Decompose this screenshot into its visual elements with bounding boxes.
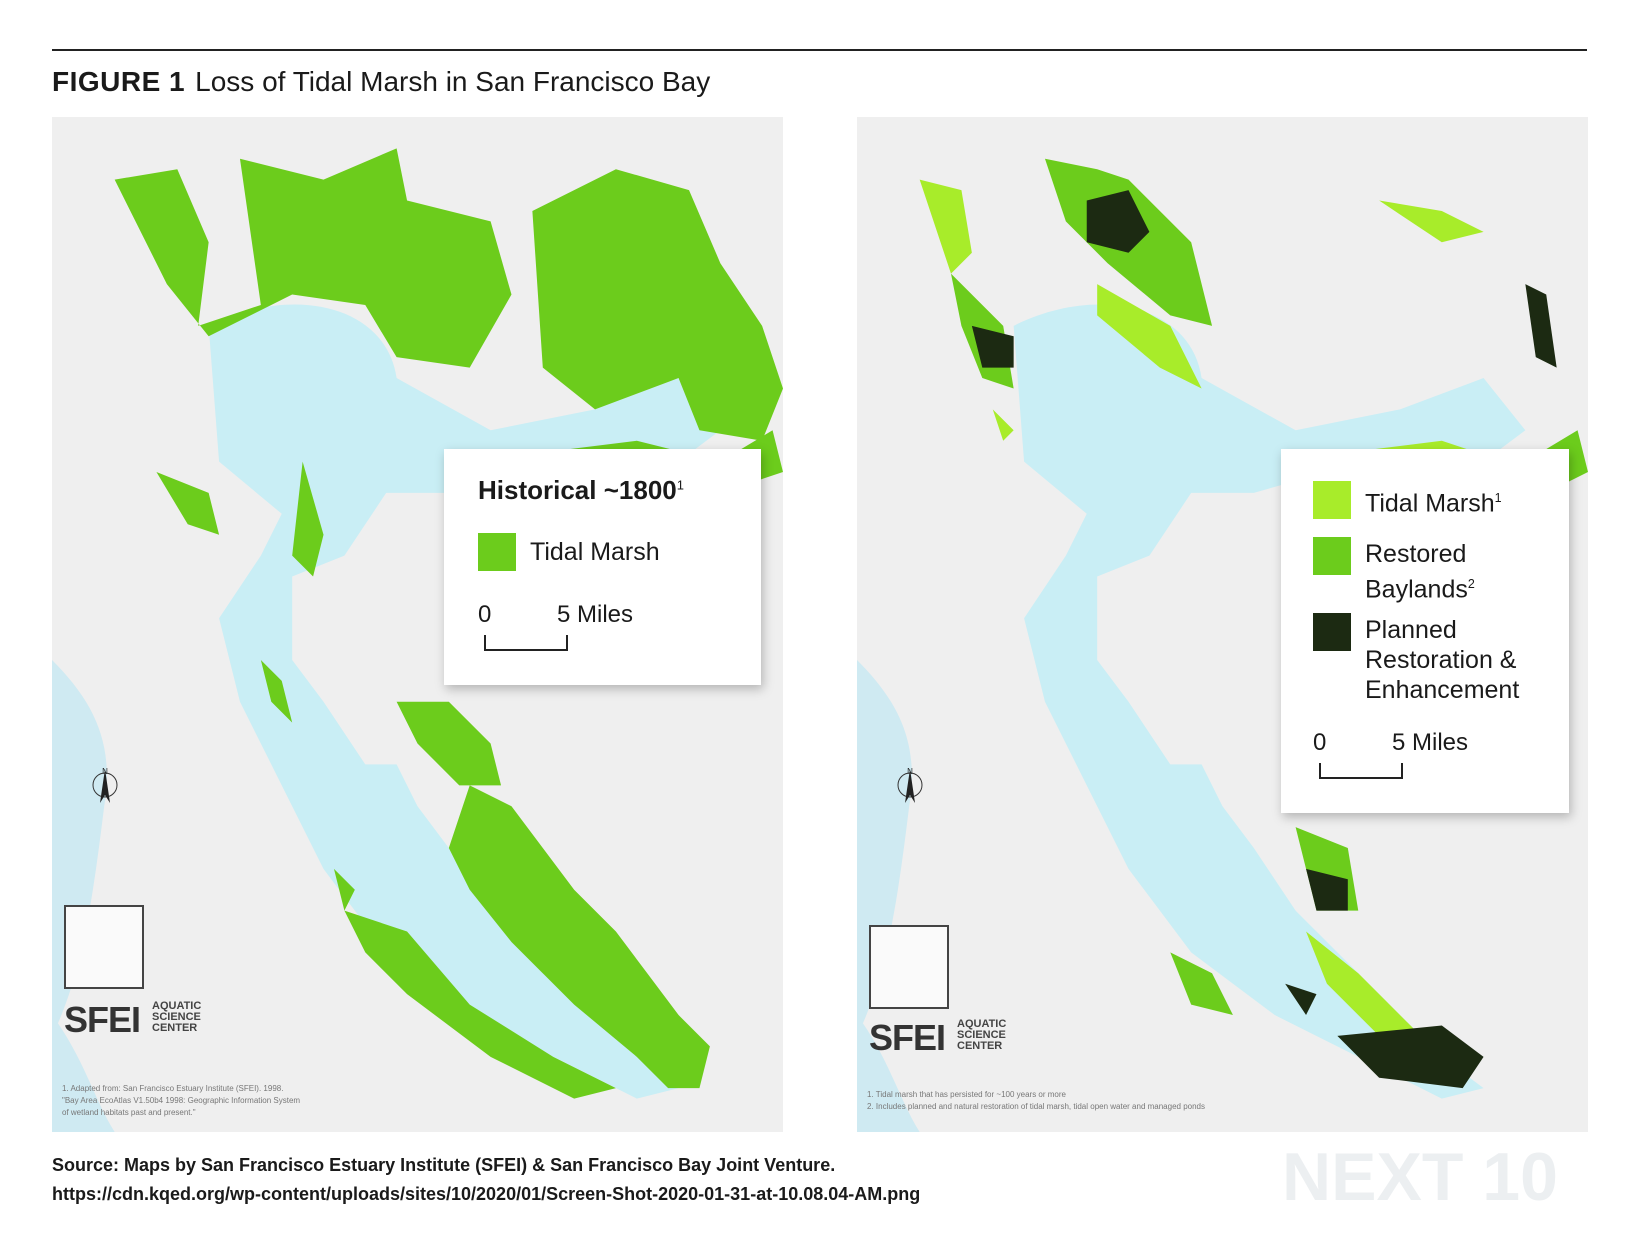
legend-swatch <box>1313 481 1351 519</box>
watermark: NEXT 10 <box>1282 1139 1558 1215</box>
footnote: "Bay Area EcoAtlas V1.50b4 1998: Geograp… <box>62 1096 301 1105</box>
footnote: 1. Tidal marsh that has persisted for ~1… <box>867 1090 1066 1099</box>
scale-end: 5 Miles <box>557 601 634 628</box>
north-arrow-icon <box>92 769 118 803</box>
sfei-subtitle-line: SCIENCE <box>957 1029 1006 1041</box>
figure-heading: Loss of Tidal Marsh in San Francisco Bay <box>195 66 711 97</box>
source-url: https://cdn.kqed.org/wp-content/uploads/… <box>52 1184 921 1204</box>
legend-swatch <box>1313 613 1351 651</box>
joint-venture-logo <box>64 905 144 989</box>
figure-label: FIGURE 1 <box>52 66 186 97</box>
legend-label: Planned Restoration & Enhancement <box>1365 616 1520 704</box>
legend-swatch <box>1313 537 1351 575</box>
sfei-subtitle-line: SCIENCE <box>152 1011 201 1023</box>
figure-title: FIGURE 1 Loss of Tidal Marsh in San Franc… <box>52 66 710 98</box>
sfei-subtitle-line: AQUATIC <box>957 1018 1007 1030</box>
map-graphic <box>52 148 783 1132</box>
legend-label: Tidal Marsh1 <box>1365 483 1502 518</box>
scale-end: 5 Miles <box>1392 729 1469 756</box>
legend-swatch <box>478 533 516 571</box>
sfei-logo: SFEI AQUATIC SCIENCE CENTER <box>64 999 201 1041</box>
footnote-mark: 2 <box>1467 577 1475 591</box>
planned-restoration <box>971 190 1557 1089</box>
north-arrow: N <box>895 767 925 803</box>
sfei-subtitle-line: CENTER <box>957 1040 1003 1052</box>
footnote: of wetland habitats past and present." <box>62 1108 196 1117</box>
ocean <box>857 660 920 1132</box>
scale-bar <box>1319 763 1403 779</box>
tidal-marsh <box>114 148 783 1099</box>
sfei-subtitle-line: CENTER <box>152 1022 198 1034</box>
footnote-mark: 1 <box>676 477 684 493</box>
legend: Historical ~18001 Tidal Marsh 0 5 Miles <box>444 449 761 685</box>
top-rule <box>52 49 1587 51</box>
north-arrow: N <box>90 767 120 803</box>
source-line: Source: Maps by San Francisco Estuary In… <box>52 1155 836 1175</box>
legend-label-text: Restored Baylands <box>1365 540 1468 604</box>
sfei-subtitle-line: AQUATIC <box>152 1000 202 1012</box>
scale-bar <box>484 635 568 651</box>
footnotes: 1. Tidal marsh that has persisted for ~1… <box>867 1089 1205 1113</box>
legend-label: Restored Baylands2 <box>1365 539 1515 604</box>
sfei-subtitle: AQUATIC SCIENCE CENTER <box>957 1019 1006 1052</box>
legend-label-text: Tidal Marsh <box>1365 489 1495 518</box>
scale-start: 0 <box>1313 729 1327 756</box>
sfei-name: SFEI <box>64 999 141 1040</box>
footnote: 1. Adapted from: San Francisco Estuary I… <box>62 1084 284 1093</box>
bay <box>1013 304 1526 1099</box>
legend-title-text: Historical ~1800 <box>478 475 677 505</box>
footnote: 2. Includes planned and natural restorat… <box>867 1102 1205 1111</box>
footnote-mark: 1 <box>1494 491 1502 505</box>
legend-title: Historical ~18001 <box>478 475 684 506</box>
bay <box>208 304 721 1099</box>
ocean <box>52 660 115 1132</box>
sfei-logo: SFEI AQUATIC SCIENCE CENTER <box>869 1017 1006 1059</box>
joint-venture-logo <box>869 925 949 1009</box>
legend-label: Tidal Marsh <box>530 538 660 566</box>
north-arrow-icon <box>897 769 923 803</box>
legend: Tidal Marsh1 Restored Baylands2 Planned … <box>1281 449 1569 813</box>
scale-start: 0 <box>478 601 492 628</box>
sfei-name: SFEI <box>869 1017 946 1058</box>
footnotes: 1. Adapted from: San Francisco Estuary I… <box>62 1083 300 1119</box>
sfei-subtitle: AQUATIC SCIENCE CENTER <box>152 1001 201 1034</box>
